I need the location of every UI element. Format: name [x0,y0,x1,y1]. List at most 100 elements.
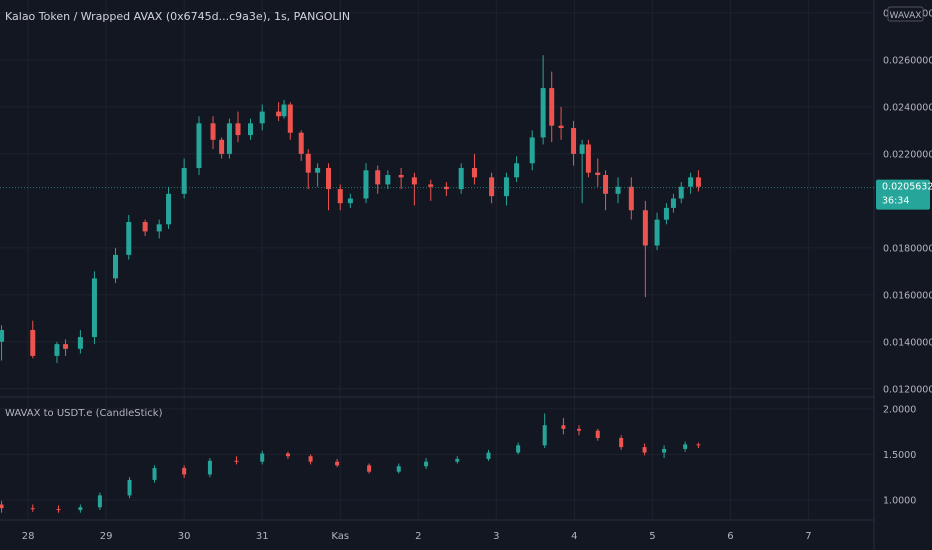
candle-body[interactable] [558,125,564,129]
candle-body[interactable] [77,337,83,349]
candle-body[interactable] [78,507,83,510]
candle-body[interactable] [287,104,293,133]
candle-body[interactable] [455,458,460,462]
candle-body[interactable] [54,344,60,356]
candle-body[interactable] [308,456,313,462]
candle-body[interactable] [219,139,225,154]
candle-body[interactable] [549,88,555,126]
candle-body[interactable] [182,468,187,475]
time-tick-label: 7 [805,531,811,542]
candle-body[interactable] [285,453,290,457]
candle-body[interactable] [662,448,667,453]
candle-body[interactable] [514,163,520,178]
candle-body[interactable] [443,186,449,190]
candle-body[interactable] [642,447,647,453]
candle-body[interactable] [56,509,61,511]
candle-body[interactable] [196,123,202,168]
candle-body[interactable] [347,198,353,204]
candle-body[interactable] [226,123,232,154]
candle-body[interactable] [259,111,265,124]
time-axis[interactable]: 28 29 30 31 Kas 2 3 4 5 6 7 [22,531,812,542]
candle-body[interactable] [30,508,35,510]
candle-body[interactable] [396,466,401,472]
candle-body[interactable] [579,144,585,154]
candle-body[interactable] [126,221,132,255]
candle-body[interactable] [695,177,701,187]
candle-body[interactable] [603,175,609,194]
main-candles [0,55,701,363]
candle-body[interactable] [207,460,212,475]
pair-badge[interactable] [887,6,924,22]
candle-body[interactable] [670,198,676,208]
candle-body[interactable] [91,278,97,338]
candle-body[interactable] [561,425,566,429]
candle-body[interactable] [276,111,282,117]
time-tick-label: 6 [727,531,733,542]
time-tick-label: 31 [256,531,269,542]
time-tick-label: Kas [331,531,349,542]
candle-body[interactable] [63,344,69,349]
candle-body[interactable] [363,170,369,199]
candle-body[interactable] [127,479,132,496]
candle-body[interactable] [367,465,372,472]
candle-body[interactable] [486,452,491,459]
candle-body[interactable] [30,330,36,356]
candle-body[interactable] [166,193,172,225]
price-tick-label: 0.0220000000 [883,149,932,160]
candle-body[interactable] [428,184,434,187]
candle-body[interactable] [0,330,5,342]
candle-body[interactable] [97,495,102,508]
candle-body[interactable] [326,167,332,190]
candle-body[interactable] [305,153,311,173]
candle-body[interactable] [577,428,582,431]
candle-body[interactable] [540,88,546,138]
candle-body[interactable] [247,123,253,136]
candle-body[interactable] [398,175,404,178]
candle-body[interactable] [298,132,304,154]
candle-body[interactable] [654,219,660,246]
candle-body[interactable] [260,453,265,462]
candle-body[interactable] [0,504,4,509]
candle-body[interactable] [281,104,287,117]
candle-body[interactable] [628,186,634,211]
candle-body[interactable] [235,123,241,136]
candle-body[interactable] [619,438,624,448]
candle-body[interactable] [424,461,429,467]
candle-body[interactable] [112,254,118,279]
candle-body[interactable] [156,224,162,232]
candle-body[interactable] [516,445,521,453]
candle-body[interactable] [595,172,601,176]
candle-body[interactable] [411,177,417,185]
candle-body[interactable] [615,186,621,194]
candle-body[interactable] [337,189,343,204]
indicator-price-axis[interactable]: 2.0000 1.5000 1.0000 [883,404,916,506]
candle-body[interactable] [335,461,340,466]
candle-body[interactable] [142,221,148,232]
candle-body[interactable] [571,128,577,154]
candle-body[interactable] [683,444,688,449]
current-price-value: 0.0205632046 [882,182,932,193]
candle-body[interactable] [375,170,381,185]
candle-body[interactable] [385,175,391,185]
candle-body[interactable] [152,468,157,480]
candle-body[interactable] [489,177,495,197]
candle-body[interactable] [529,137,535,164]
time-tick-label: 5 [649,531,655,542]
candle-body[interactable] [696,444,701,446]
candle-body[interactable] [585,144,591,173]
candle-body[interactable] [181,167,187,194]
candle-body[interactable] [315,167,321,173]
candle-body[interactable] [234,460,239,462]
candle-body[interactable] [678,186,684,199]
candle-body[interactable] [210,123,216,140]
candle-body[interactable] [542,425,547,446]
time-tick-label: 28 [22,531,35,542]
candle-body[interactable] [471,167,477,178]
candle-body[interactable] [503,177,509,197]
candle-body[interactable] [688,177,694,187]
candle-body[interactable] [458,167,464,190]
candle-body[interactable] [642,210,648,246]
candle-body[interactable] [595,430,600,438]
candle-body[interactable] [663,207,669,220]
